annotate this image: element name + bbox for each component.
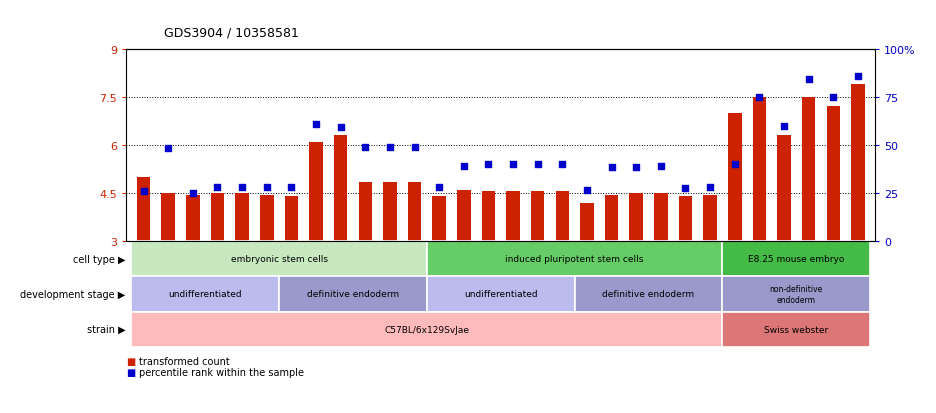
- Text: ■: ■: [126, 356, 136, 366]
- Bar: [703, 195, 717, 242]
- Bar: [427, 242, 723, 277]
- Bar: [137, 178, 151, 242]
- Text: strain ▶: strain ▶: [86, 324, 125, 335]
- Text: cell type ▶: cell type ▶: [73, 254, 125, 264]
- Bar: [162, 194, 175, 242]
- Bar: [556, 192, 569, 242]
- Bar: [427, 277, 575, 312]
- Point: [604, 165, 619, 171]
- Point: [259, 184, 274, 190]
- Point: [629, 165, 644, 171]
- Point: [284, 184, 299, 190]
- Bar: [211, 194, 225, 242]
- Text: development stage ▶: development stage ▶: [20, 289, 125, 299]
- Text: ■: ■: [126, 368, 136, 377]
- Point: [851, 74, 866, 80]
- Point: [309, 121, 324, 128]
- Point: [185, 190, 200, 197]
- Text: definitive endoderm: definitive endoderm: [307, 290, 399, 299]
- Point: [333, 125, 348, 131]
- Bar: [723, 242, 870, 277]
- Text: Swiss webster: Swiss webster: [764, 325, 828, 334]
- Bar: [802, 97, 815, 242]
- Point: [210, 184, 225, 190]
- Bar: [777, 136, 791, 242]
- Bar: [605, 195, 619, 242]
- Bar: [457, 190, 471, 242]
- Text: embryonic stem cells: embryonic stem cells: [230, 255, 328, 263]
- Point: [481, 161, 496, 168]
- Point: [505, 161, 520, 168]
- Point: [431, 184, 446, 190]
- Bar: [630, 194, 643, 242]
- Point: [678, 185, 693, 192]
- Bar: [131, 277, 279, 312]
- Bar: [131, 312, 723, 347]
- Bar: [575, 277, 723, 312]
- Point: [703, 184, 718, 190]
- Point: [801, 77, 816, 83]
- Point: [555, 161, 570, 168]
- Bar: [654, 194, 667, 242]
- Bar: [826, 107, 841, 242]
- Bar: [358, 183, 373, 242]
- Point: [727, 161, 742, 168]
- Text: C57BL/6x129SvJae: C57BL/6x129SvJae: [385, 325, 469, 334]
- Point: [653, 163, 668, 170]
- Bar: [482, 192, 495, 242]
- Bar: [408, 183, 421, 242]
- Bar: [723, 312, 870, 347]
- Text: transformed count: transformed count: [139, 356, 229, 366]
- Point: [358, 144, 373, 150]
- Point: [777, 123, 792, 130]
- Bar: [432, 197, 446, 242]
- Bar: [851, 85, 865, 242]
- Point: [136, 189, 151, 195]
- Point: [407, 144, 422, 150]
- Bar: [235, 194, 249, 242]
- Bar: [279, 277, 427, 312]
- Text: undifferentiated: undifferentiated: [464, 290, 537, 299]
- Bar: [580, 203, 593, 242]
- Text: undifferentiated: undifferentiated: [168, 290, 242, 299]
- Text: percentile rank within the sample: percentile rank within the sample: [139, 368, 303, 377]
- Text: GDS3904 / 10358581: GDS3904 / 10358581: [164, 26, 299, 39]
- Bar: [260, 195, 273, 242]
- Text: non-definitive
endoderm: non-definitive endoderm: [769, 285, 823, 304]
- Point: [235, 184, 250, 190]
- Point: [161, 145, 176, 152]
- Bar: [186, 195, 199, 242]
- Bar: [679, 197, 693, 242]
- Bar: [383, 183, 397, 242]
- Text: definitive endoderm: definitive endoderm: [603, 290, 695, 299]
- Bar: [753, 97, 767, 242]
- Bar: [334, 136, 347, 242]
- Bar: [309, 142, 323, 242]
- Bar: [531, 192, 545, 242]
- Point: [752, 94, 767, 101]
- Bar: [728, 114, 741, 242]
- Text: E8.25 mouse embryo: E8.25 mouse embryo: [748, 255, 844, 263]
- Point: [457, 163, 472, 170]
- Point: [826, 94, 841, 101]
- Bar: [506, 192, 519, 242]
- Bar: [131, 242, 427, 277]
- Text: induced pluripotent stem cells: induced pluripotent stem cells: [505, 255, 644, 263]
- Point: [579, 187, 594, 194]
- Point: [383, 144, 398, 150]
- Point: [530, 161, 545, 168]
- Bar: [285, 197, 299, 242]
- Bar: [723, 277, 870, 312]
